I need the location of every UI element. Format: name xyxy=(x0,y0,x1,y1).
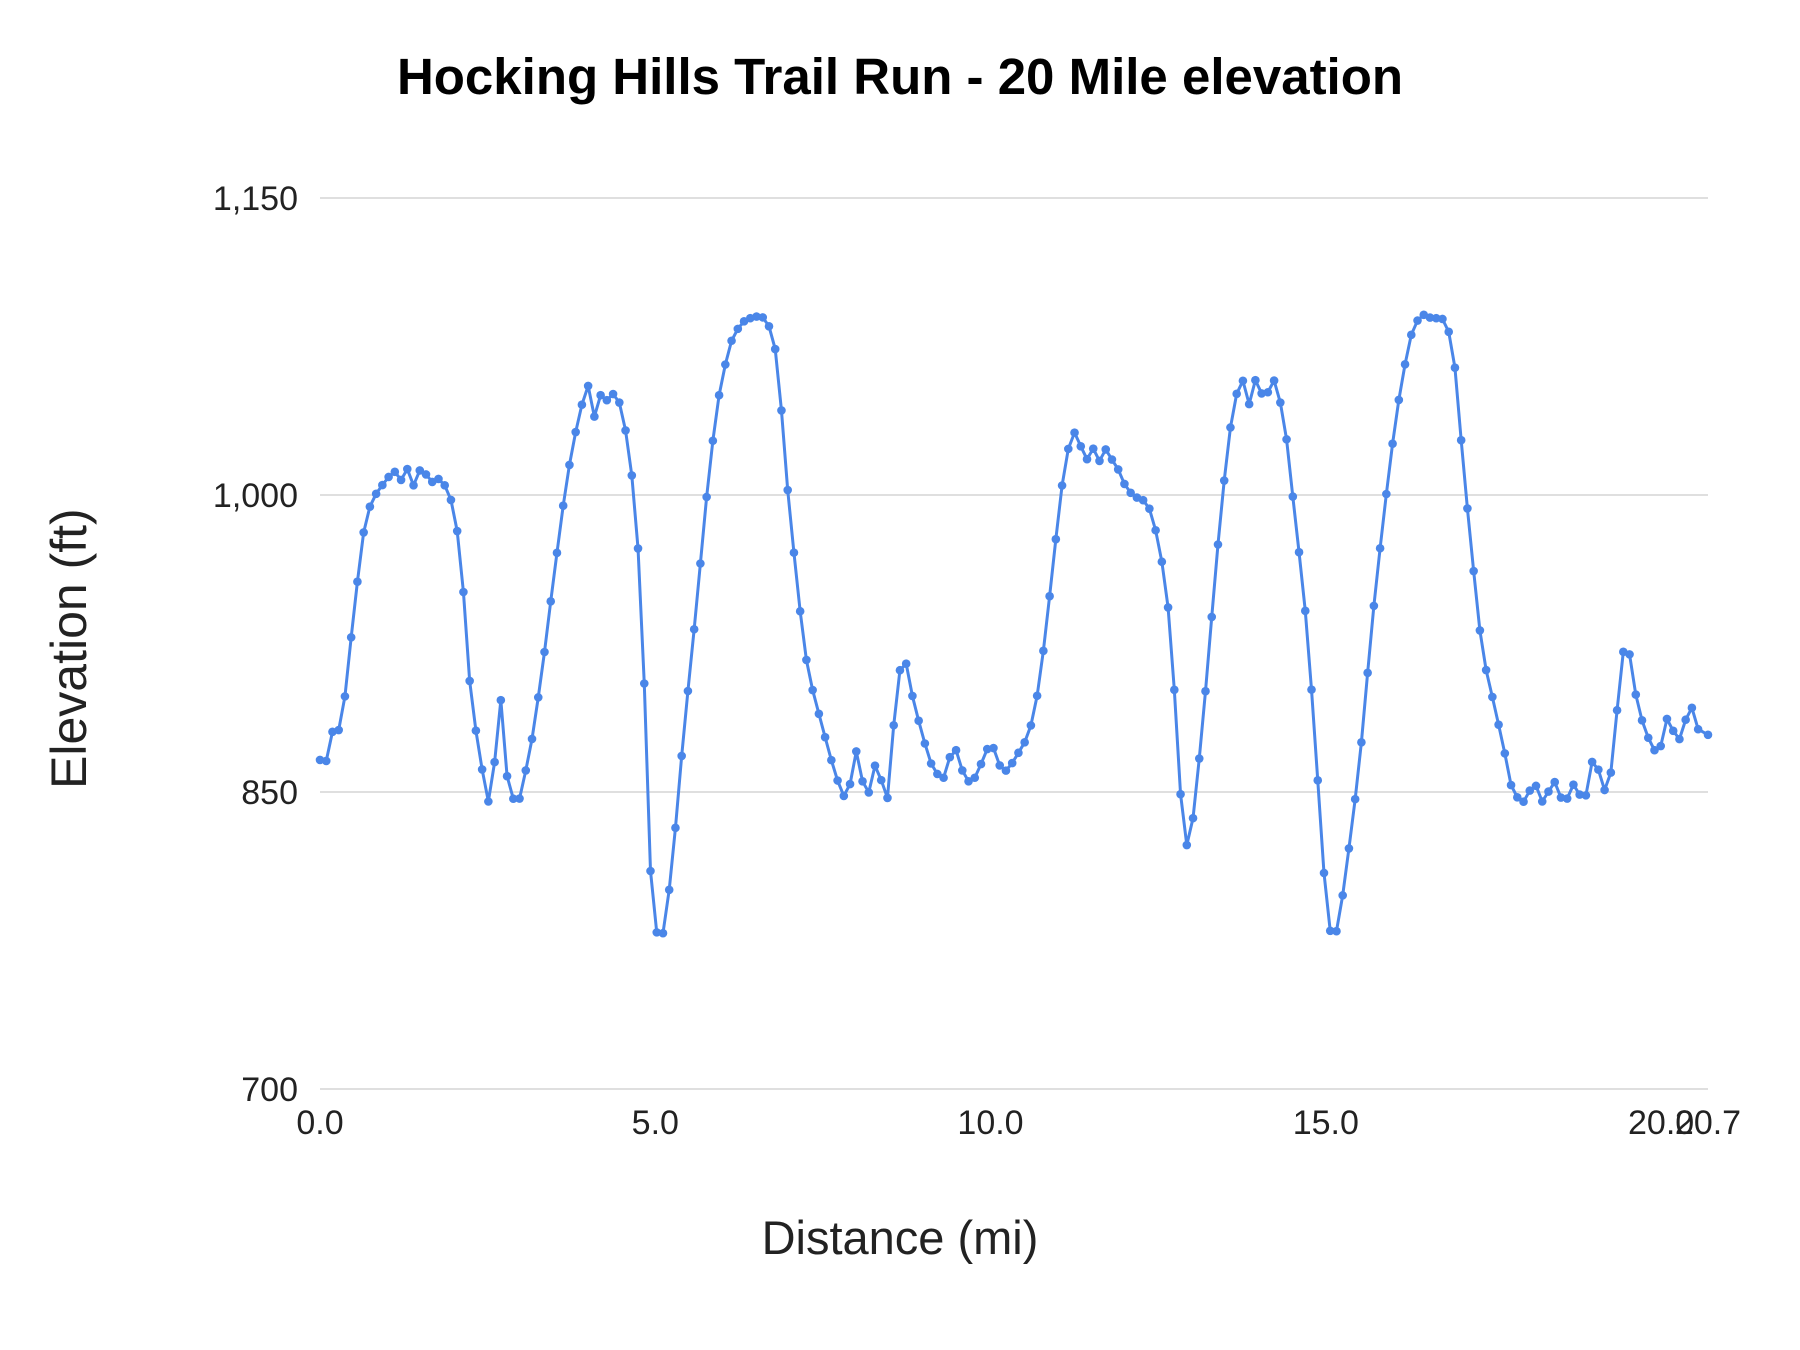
svg-text:5.0: 5.0 xyxy=(632,1104,679,1142)
svg-text:1,150: 1,150 xyxy=(213,180,298,218)
svg-text:15.0: 15.0 xyxy=(1293,1104,1359,1142)
svg-text:10.0: 10.0 xyxy=(957,1104,1023,1142)
svg-text:20.7: 20.7 xyxy=(1675,1104,1741,1142)
svg-text:850: 850 xyxy=(241,774,298,812)
svg-text:0.0: 0.0 xyxy=(296,1104,343,1142)
svg-text:700: 700 xyxy=(241,1071,298,1109)
svg-text:1,000: 1,000 xyxy=(213,477,298,515)
